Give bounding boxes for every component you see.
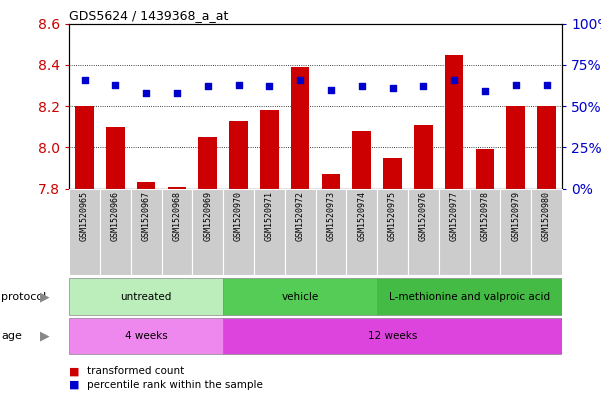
Text: ■: ■ — [69, 380, 79, 390]
Bar — [507, 106, 525, 189]
Text: GSM1520966: GSM1520966 — [111, 191, 120, 241]
Bar — [131, 189, 162, 275]
Text: GSM1520979: GSM1520979 — [511, 191, 520, 241]
Bar — [322, 174, 340, 189]
Text: GSM1520969: GSM1520969 — [203, 191, 212, 241]
Bar — [346, 189, 377, 275]
Bar — [445, 55, 463, 189]
Text: GSM1520967: GSM1520967 — [142, 191, 151, 241]
Text: GSM1520978: GSM1520978 — [480, 191, 489, 241]
Bar — [414, 125, 433, 189]
Point — [264, 83, 274, 90]
Bar — [69, 189, 100, 275]
Bar — [531, 189, 562, 275]
Point — [203, 83, 213, 90]
Point — [388, 85, 397, 91]
Text: GSM1520975: GSM1520975 — [388, 191, 397, 241]
Text: percentile rank within the sample: percentile rank within the sample — [87, 380, 263, 390]
Bar — [106, 127, 124, 189]
Bar — [75, 106, 94, 189]
Bar — [168, 187, 186, 189]
Text: ▶: ▶ — [40, 329, 50, 343]
Bar — [223, 278, 377, 315]
Text: transformed count: transformed count — [87, 366, 185, 376]
Point — [357, 83, 367, 90]
Bar — [100, 189, 131, 275]
Bar — [260, 110, 279, 189]
Text: vehicle: vehicle — [281, 292, 319, 302]
Bar — [69, 278, 223, 315]
Text: GSM1520970: GSM1520970 — [234, 191, 243, 241]
Text: GSM1520968: GSM1520968 — [172, 191, 182, 241]
Text: 12 weeks: 12 weeks — [368, 331, 417, 341]
Bar — [377, 278, 562, 315]
Bar — [137, 182, 156, 189]
Text: ■: ■ — [69, 366, 79, 376]
Bar — [476, 149, 494, 189]
Text: ▶: ▶ — [40, 290, 50, 303]
Point — [326, 86, 336, 93]
Text: protocol: protocol — [1, 292, 46, 302]
Bar — [408, 189, 439, 275]
Point — [480, 88, 490, 94]
Bar — [352, 131, 371, 189]
Text: GSM1520974: GSM1520974 — [357, 191, 366, 241]
Text: GSM1520971: GSM1520971 — [265, 191, 274, 241]
Text: GSM1520980: GSM1520980 — [542, 191, 551, 241]
Bar — [162, 189, 192, 275]
Point — [172, 90, 182, 96]
Text: age: age — [1, 331, 22, 341]
Bar — [192, 189, 223, 275]
Text: untreated: untreated — [120, 292, 172, 302]
Bar — [69, 318, 223, 354]
Bar — [377, 189, 408, 275]
Text: GDS5624 / 1439368_a_at: GDS5624 / 1439368_a_at — [69, 9, 228, 22]
Bar — [198, 137, 217, 189]
Point — [111, 81, 120, 88]
Point — [511, 81, 520, 88]
Bar — [223, 189, 254, 275]
Point — [141, 90, 151, 96]
Bar — [291, 67, 310, 189]
Text: 4 weeks: 4 weeks — [125, 331, 168, 341]
Bar — [254, 189, 285, 275]
Text: GSM1520976: GSM1520976 — [419, 191, 428, 241]
Point — [450, 77, 459, 83]
Text: GSM1520973: GSM1520973 — [326, 191, 335, 241]
Bar — [230, 121, 248, 189]
Point — [295, 77, 305, 83]
Text: GSM1520965: GSM1520965 — [80, 191, 89, 241]
Point — [418, 83, 428, 90]
Bar — [285, 189, 316, 275]
Point — [80, 77, 90, 83]
Point — [234, 81, 243, 88]
Point — [542, 81, 551, 88]
Bar — [383, 158, 402, 189]
Bar — [537, 106, 556, 189]
Text: GSM1520972: GSM1520972 — [296, 191, 305, 241]
Text: GSM1520977: GSM1520977 — [450, 191, 459, 241]
Bar — [223, 318, 562, 354]
Bar — [439, 189, 469, 275]
Bar — [501, 189, 531, 275]
Bar — [316, 189, 346, 275]
Bar — [469, 189, 501, 275]
Text: L-methionine and valproic acid: L-methionine and valproic acid — [389, 292, 550, 302]
